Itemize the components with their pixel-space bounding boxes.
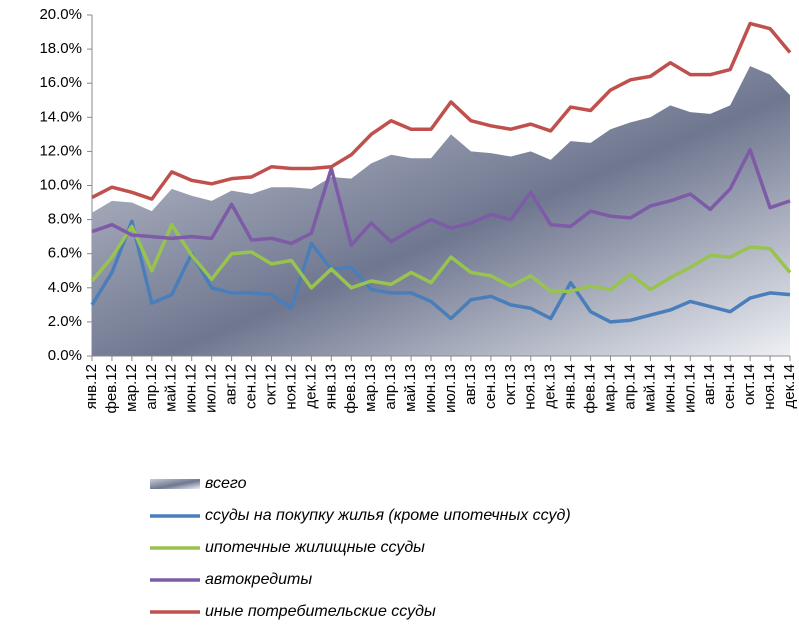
x-tick-label: ноя.12 <box>282 364 299 410</box>
y-tick-label: 20.0% <box>39 6 82 23</box>
legend-label: ссуды на покупку жилья (кроме ипотечных … <box>205 507 571 524</box>
y-tick-label: 10.0% <box>39 176 82 193</box>
area <box>92 66 790 357</box>
legend-swatch <box>150 479 200 489</box>
x-tick-label: окт.12 <box>262 364 279 405</box>
x-tick-label: авг.14 <box>701 364 718 405</box>
x-tick-label: июн.13 <box>422 364 439 413</box>
x-tick-label: мар.12 <box>123 364 140 412</box>
x-tick-label: мар.13 <box>362 364 379 412</box>
x-tick-label: авг.12 <box>223 364 240 405</box>
y-tick-label: 18.0% <box>39 40 82 57</box>
legend-label: всего <box>205 475 247 492</box>
legend-label: иные потребительские ссуды <box>205 603 436 620</box>
x-tick-label: апр.12 <box>143 364 160 410</box>
x-tick-label: янв.13 <box>322 364 339 409</box>
line <box>90 219 791 324</box>
legend-label: ипотечные жилищные ссуды <box>205 539 425 556</box>
line <box>90 222 792 293</box>
x-tick-label: фев.12 <box>103 364 120 414</box>
x-tick-label: июн.12 <box>183 364 200 413</box>
x-tick-label: ноя.13 <box>522 364 539 410</box>
x-tick-label: янв.12 <box>83 364 100 409</box>
y-tick-label: 0.0% <box>48 347 82 364</box>
y-tick-label: 16.0% <box>39 74 82 91</box>
y-tick-label: 6.0% <box>48 245 82 262</box>
x-tick-label: май.14 <box>641 364 658 412</box>
y-tick-label: 2.0% <box>48 313 82 330</box>
x-tick-label: май.12 <box>163 364 180 412</box>
y-tick-label: 8.0% <box>48 211 82 228</box>
x-tick-label: янв.14 <box>562 364 579 409</box>
y-tick-label: 4.0% <box>48 279 82 296</box>
x-tick-label: дек.14 <box>781 364 798 409</box>
x-tick-label: июн.14 <box>661 364 678 413</box>
x-tick-label: авг.13 <box>462 364 479 405</box>
x-tick-label: апр.14 <box>621 364 638 410</box>
x-tick-label: дек.12 <box>302 364 319 409</box>
x-tick-label: апр.13 <box>382 364 399 410</box>
x-tick-label: сен.12 <box>243 364 260 409</box>
y-tick-label: 12.0% <box>39 142 82 159</box>
x-tick-label: фев.13 <box>342 364 359 414</box>
x-tick-label: июл.13 <box>442 364 459 413</box>
x-tick-label: дек.13 <box>542 364 559 409</box>
x-tick-label: ноя.14 <box>761 364 778 410</box>
x-tick-label: май.13 <box>402 364 419 412</box>
x-tick-label: фев.14 <box>582 364 599 414</box>
x-tick-label: июл.12 <box>203 364 220 413</box>
x-tick-label: сен.13 <box>482 364 499 409</box>
legend-label: автокредиты <box>205 571 312 588</box>
y-tick-label: 14.0% <box>39 108 82 125</box>
line <box>91 147 791 247</box>
x-tick-label: окт.14 <box>741 364 758 405</box>
line <box>91 21 792 201</box>
x-tick-label: мар.14 <box>601 364 618 412</box>
x-tick-label: окт.13 <box>502 364 519 405</box>
x-tick-label: сен.14 <box>721 364 738 409</box>
x-tick-label: июл.14 <box>681 364 698 413</box>
